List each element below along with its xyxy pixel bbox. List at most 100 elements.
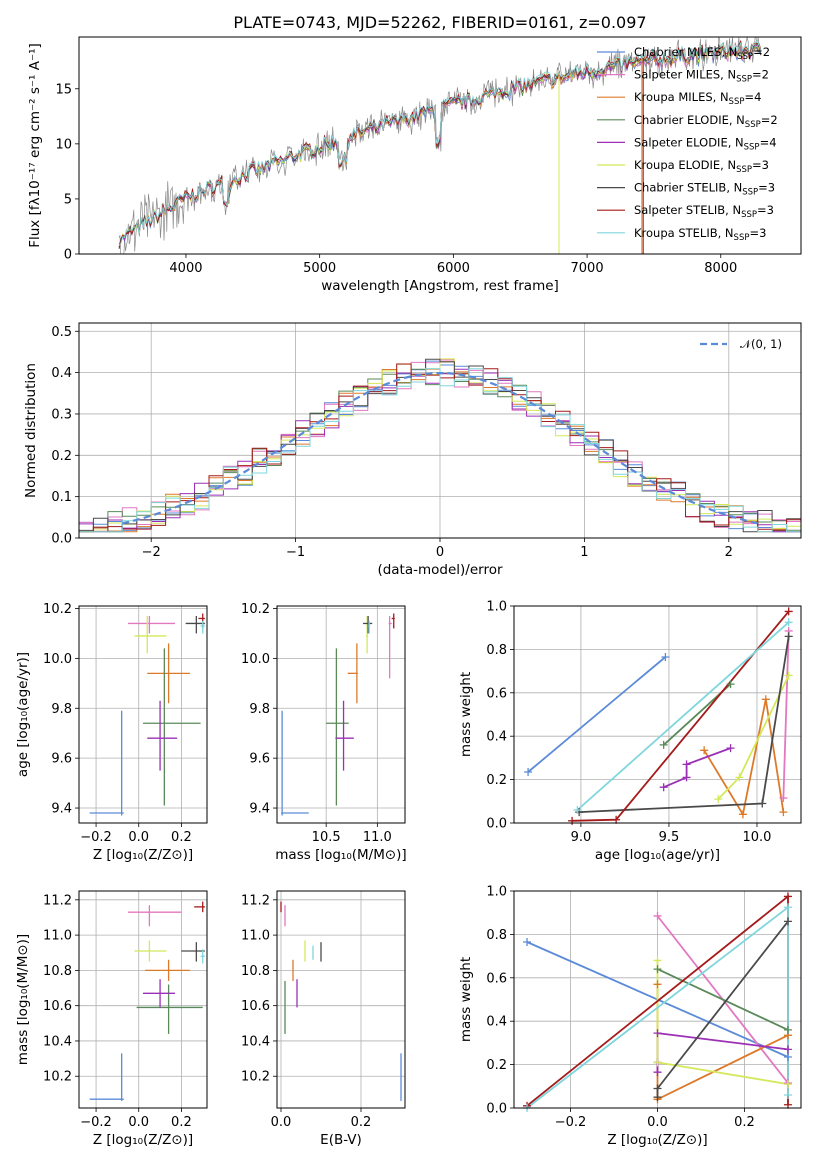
plot-frame xyxy=(513,605,802,824)
y-tick-label: 0 xyxy=(64,248,72,263)
mass-weight-marker xyxy=(783,1080,792,1089)
plot-frame xyxy=(276,890,406,1109)
mass-weight-line xyxy=(663,747,731,789)
x-tick-label: 0.0 xyxy=(647,1115,668,1130)
mass-weight-marker xyxy=(783,1053,792,1062)
mass-weight-marker xyxy=(784,618,793,627)
legend-label: Salpeter ELODIE, NSSP=4 xyxy=(634,135,777,152)
mass-weight-marker xyxy=(700,746,709,755)
y-tick-label: 0.3 xyxy=(51,407,72,422)
y-tick-label: 5 xyxy=(64,192,72,207)
y-tick-label: 10.8 xyxy=(241,964,270,979)
y-axis-label: mass weight xyxy=(458,957,474,1042)
y-tick-label: 11.0 xyxy=(241,929,270,944)
mass-weight-line xyxy=(657,968,789,1031)
y-tick-label: 10.4 xyxy=(43,1034,72,1049)
mass-weight-marker xyxy=(653,1084,662,1093)
x-axis-label: age [log₁₀(age/yr)] xyxy=(595,847,720,863)
plot-frame xyxy=(78,322,802,539)
y-tick-label: 10.2 xyxy=(43,602,72,617)
y-tick-label: 11.2 xyxy=(43,893,72,908)
x-tick-label: 0.0 xyxy=(271,1115,292,1130)
x-tick-label: 8000 xyxy=(704,261,737,276)
x-tick-label: 0.2 xyxy=(171,1115,192,1130)
y-tick-label: 9.6 xyxy=(249,752,270,767)
y-tick-label: 0.8 xyxy=(486,928,507,943)
mass-weight-marker xyxy=(779,808,788,817)
plot-frame xyxy=(513,890,802,1109)
legend-label: 𝒩(0, 1) xyxy=(740,337,782,351)
legend-label: Chabrier ELODIE, NSSP=2 xyxy=(634,113,778,130)
y-axis-label: age [log₁₀(age/yr)] xyxy=(15,652,31,777)
y-axis-label: Normed distribution xyxy=(23,363,39,498)
y-tick-label: 11.0 xyxy=(43,929,72,944)
mass-weight-marker xyxy=(523,937,532,946)
x-tick-label: −0.2 xyxy=(555,1115,587,1130)
x-axis-label: Z [log₁₀(Z/Z⊙)] xyxy=(93,1132,193,1148)
y-tick-label: 0.6 xyxy=(486,686,507,701)
age-vs-metallicity-panel: −0.2 0.0 0.2 9.4 9.6 9.8 10.0 10.2 Z [log₁₀(Z/Z⊙… xyxy=(15,602,208,863)
x-tick-label: 11.0 xyxy=(363,830,392,845)
x-tick-label: 0.0 xyxy=(128,1115,149,1130)
legend-label: Chabrier STELIB, NSSP=3 xyxy=(634,181,775,198)
plot-area xyxy=(281,613,395,816)
x-tick-label: 0.2 xyxy=(734,1115,755,1130)
x-axis-label: E(B-V) xyxy=(320,1132,362,1148)
x-tick-label: 5000 xyxy=(303,261,336,276)
plot-frame xyxy=(276,605,406,824)
x-axis-label: Z [log₁₀(Z/Z⊙)] xyxy=(93,847,193,863)
y-tick-label: 10.0 xyxy=(43,652,72,667)
mass-weight-line xyxy=(703,699,785,817)
x-axis-label: mass [log₁₀(M/M⊙)] xyxy=(275,847,406,863)
x-tick-label: 10.0 xyxy=(743,830,772,845)
mass-weight-line xyxy=(576,621,790,811)
y-tick-label: 1.0 xyxy=(486,600,507,615)
mass-weight-marker xyxy=(524,768,533,777)
x-tick-label: 0.2 xyxy=(351,1115,372,1130)
x-tick-label: 0.0 xyxy=(128,830,149,845)
x-tick-label: −1 xyxy=(286,545,305,560)
legend-label: Salpeter STELIB, NSSP=3 xyxy=(634,203,774,220)
y-tick-label: 0.0 xyxy=(486,817,507,832)
spectrum-panel: 4000 5000 6000 7000 8000 0 5 10 15 wavelength [An… xyxy=(27,36,802,294)
plot-area xyxy=(118,37,762,254)
y-tick-label: 0.1 xyxy=(51,490,72,505)
mass-weight-line xyxy=(527,656,666,773)
mass-weight-marker xyxy=(682,760,691,769)
residual-histogram-line xyxy=(79,368,801,533)
mass-weight-marker xyxy=(783,1045,792,1054)
y-tick-label: 1.0 xyxy=(486,885,507,900)
legend-label: Chabrier MILES, NSSP=2 xyxy=(634,45,770,62)
mass-weight-marker xyxy=(573,805,582,814)
y-tick-label: 0.5 xyxy=(51,325,72,340)
mass-weight-marker xyxy=(612,815,621,824)
x-axis-label: wavelength [Angstrom, rest frame] xyxy=(321,278,559,294)
y-tick-label: 0.4 xyxy=(486,1015,507,1030)
mass-weight-marker xyxy=(726,744,735,753)
y-tick-label: 0.2 xyxy=(486,1058,507,1073)
mass-weight-marker xyxy=(661,652,670,661)
mass-weight-marker xyxy=(726,680,735,689)
mass-weight-marker xyxy=(758,799,767,808)
x-tick-label: 1 xyxy=(580,545,588,560)
mass-vs-ebv-panel: 0.0 0.2 10.2 10.4 10.6 10.8 11.0 11.2 E(B-V) xyxy=(241,890,406,1148)
x-tick-label: 9.0 xyxy=(571,830,592,845)
mass-weight-marker xyxy=(659,740,668,749)
y-tick-label: 10.4 xyxy=(241,1034,270,1049)
mass-weight-marker xyxy=(653,1029,662,1038)
y-tick-label: 10.6 xyxy=(241,999,270,1014)
plot-frame xyxy=(78,890,208,1109)
y-tick-label: 0.6 xyxy=(486,971,507,986)
mass-weight-marker xyxy=(568,816,577,825)
y-tick-label: 10.6 xyxy=(43,999,72,1014)
mass-weight-marker xyxy=(714,795,723,804)
plot-area xyxy=(280,901,402,1101)
mass-weight-marker xyxy=(659,783,668,792)
y-tick-label: 0.2 xyxy=(486,773,507,788)
legend-label: Salpeter MILES, NSSP=2 xyxy=(634,68,769,85)
plot-frame xyxy=(78,36,802,255)
y-axis-label: mass [log₁₀(M/M⊙)] xyxy=(15,934,31,1065)
mass-weight-marker xyxy=(784,671,793,680)
y-tick-label: 9.8 xyxy=(249,702,270,717)
